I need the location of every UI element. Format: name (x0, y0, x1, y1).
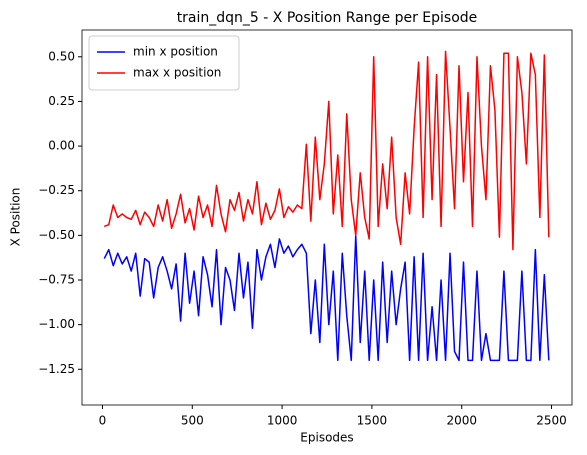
x-tick-label: 1000 (267, 414, 298, 428)
x-tick-label: 2500 (536, 414, 567, 428)
y-tick-label: 0.00 (48, 139, 75, 153)
y-tick-label: −1.25 (38, 362, 75, 376)
y-axis-label: X Position (9, 188, 23, 247)
x-tick-label: 0 (99, 414, 107, 428)
plot-frame (81, 29, 573, 406)
y-tick-label: −0.25 (38, 183, 75, 197)
legend-label: max x position (133, 66, 221, 80)
x-tick-label: 2000 (446, 414, 477, 428)
legend-label: min x position (133, 45, 218, 59)
series-line (103, 234, 550, 362)
series-line (103, 50, 550, 251)
x-tick-label: 1500 (357, 414, 388, 428)
y-tick-label: 0.50 (48, 49, 75, 63)
y-tick-label: −1.00 (38, 317, 75, 331)
x-axis-label: Episodes (300, 431, 353, 445)
y-tick-label: −0.75 (38, 273, 75, 287)
legend-box (88, 35, 240, 91)
x-tick-label: 500 (181, 414, 204, 428)
chart-title: train_dqn_5 - X Position Range per Episo… (177, 10, 478, 26)
y-tick-label: −0.50 (38, 228, 75, 242)
y-tick-label: 0.25 (48, 94, 75, 108)
